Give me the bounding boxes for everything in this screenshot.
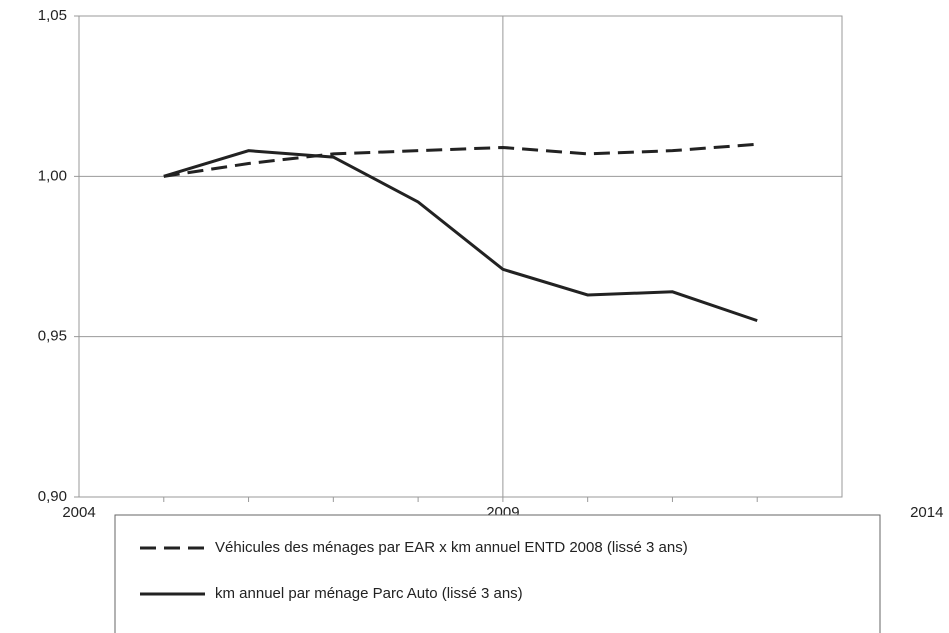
plot-area (78, 15, 843, 498)
y-tick-label: 0,90 (38, 488, 67, 505)
y-tick-label: 1,05 (38, 7, 67, 24)
line-series (163, 149, 758, 323)
legend-label: Véhicules des ménages par EAR x km annue… (215, 539, 688, 556)
y-tick-label: 0,95 (38, 328, 67, 345)
x-tick-label: 2004 (62, 504, 95, 521)
x-tick-label: 2014 (910, 504, 943, 521)
line-series (163, 142, 758, 178)
y-tick-label: 1,00 (38, 167, 67, 184)
legend-label: km annuel par ménage Parc Auto (lissé 3 … (215, 585, 523, 602)
legend-box (114, 514, 881, 633)
